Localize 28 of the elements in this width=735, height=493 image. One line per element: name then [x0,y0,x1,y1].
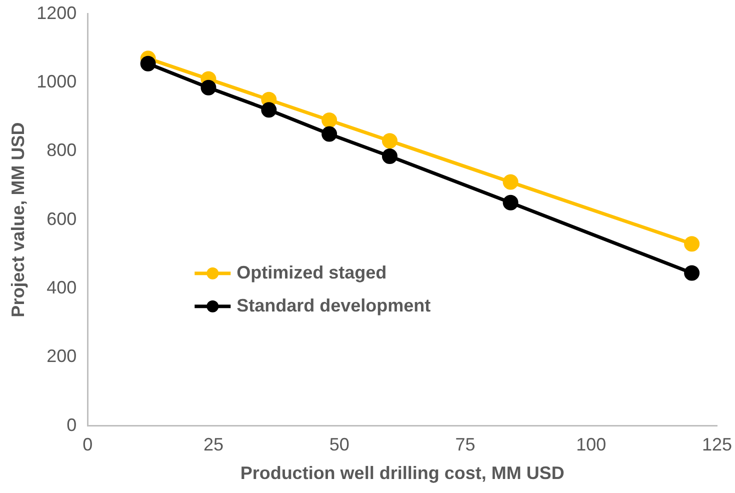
x-tick-label: 50 [329,434,350,455]
point [502,174,518,190]
point [261,102,277,118]
point [684,236,700,252]
x-tick-label: 125 [702,434,732,455]
y-tick-label: 1000 [36,71,77,92]
y-tick-label: 1200 [36,2,77,23]
point [322,112,338,128]
point [382,133,398,149]
point [502,194,518,210]
x-tick-label: 0 [82,434,93,455]
point [382,148,398,164]
y-axis-title: Project value, MM USD [8,122,28,318]
y-tick-label: 400 [46,277,77,298]
y-tick-label: 0 [66,414,77,435]
y-tick-label: 600 [46,208,77,229]
point [684,265,700,281]
point [140,56,156,72]
legend-label: Optimized staged [236,262,387,282]
y-tick-label: 800 [46,140,77,160]
point [200,80,216,96]
legend-label: Standard development [236,295,431,316]
y-tick-label: 200 [46,346,77,366]
x-axis-title: Production well drilling cost, MM USD [240,463,564,484]
x-tick-label: 25 [203,434,224,455]
x-tick-label: 75 [455,434,476,455]
point [322,126,338,142]
x-tick-label: 100 [576,434,606,455]
